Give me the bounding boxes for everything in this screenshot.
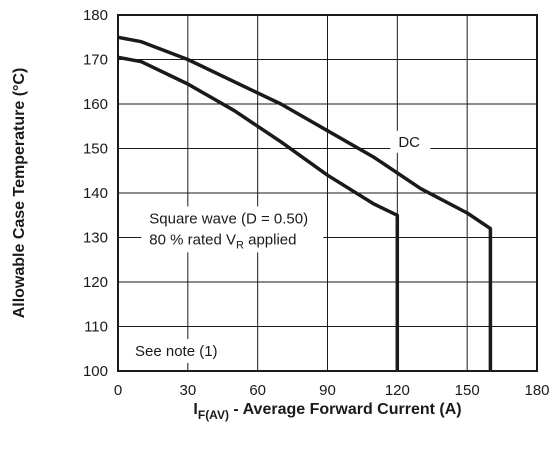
x-tick-label: 30 <box>179 382 196 399</box>
annotation-dc-label: DC <box>398 134 420 151</box>
series-line-dc <box>117 35 493 371</box>
annotation-note-label: See note (1) <box>135 343 218 360</box>
annotation-square-wave-line2-main: 80 % rated V <box>149 231 236 248</box>
x-tick-label: 120 <box>385 382 410 399</box>
x-axis-title-main: I <box>193 401 197 418</box>
annotation-square-wave: Square wave (D = 0.50) 80 % rated VR app… <box>141 206 324 253</box>
y-tick-label: 130 <box>83 230 108 247</box>
annotation-square-wave-line2: 80 % rated VR applied <box>149 231 296 251</box>
y-tick-label: 160 <box>83 96 108 113</box>
annotation-note-background <box>128 338 236 363</box>
x-tick-label: 60 <box>249 382 266 399</box>
y-tick-label: 120 <box>83 274 108 291</box>
y-axis-title: Allowable Case Temperature (°C) <box>11 68 28 319</box>
grid <box>117 14 538 372</box>
tick-labels: 0 30 60 90 120 150 180 100 110 120 130 140 150 160 170… <box>83 7 550 399</box>
y-tick-label: 170 <box>83 52 108 69</box>
annotation-note: See note (1) <box>128 338 236 363</box>
annotation-dc: DC <box>390 130 431 153</box>
annotation-square-wave-background <box>141 206 324 253</box>
x-tick-label: 0 <box>114 382 122 399</box>
plot-frame <box>117 14 538 372</box>
y-tick-label: 110 <box>84 319 108 336</box>
y-tick-label: 150 <box>83 141 108 158</box>
series-lines <box>117 35 493 371</box>
annotation-square-wave-line2-sub: R <box>236 239 244 251</box>
y-tick-label: 100 <box>83 363 108 380</box>
x-tick-label: 90 <box>319 382 336 399</box>
x-tick-label: 180 <box>524 382 549 399</box>
y-tick-label: 140 <box>83 185 108 202</box>
x-axis-title-subscript: F(AV) <box>198 408 229 422</box>
x-axis-title: IF(AV) - Average Forward Current (A) <box>193 401 461 422</box>
series-line-square-wave <box>117 55 400 371</box>
x-tick-label: 150 <box>455 382 480 399</box>
annotation-square-wave-line2-rest: applied <box>244 231 297 248</box>
y-tick-label: 180 <box>83 7 108 24</box>
annotation-square-wave-line1: Square wave (D = 0.50) <box>149 210 308 227</box>
x-axis-title-rest: - Average Forward Current (A) <box>229 401 462 418</box>
annotation-dc-background <box>390 130 431 153</box>
